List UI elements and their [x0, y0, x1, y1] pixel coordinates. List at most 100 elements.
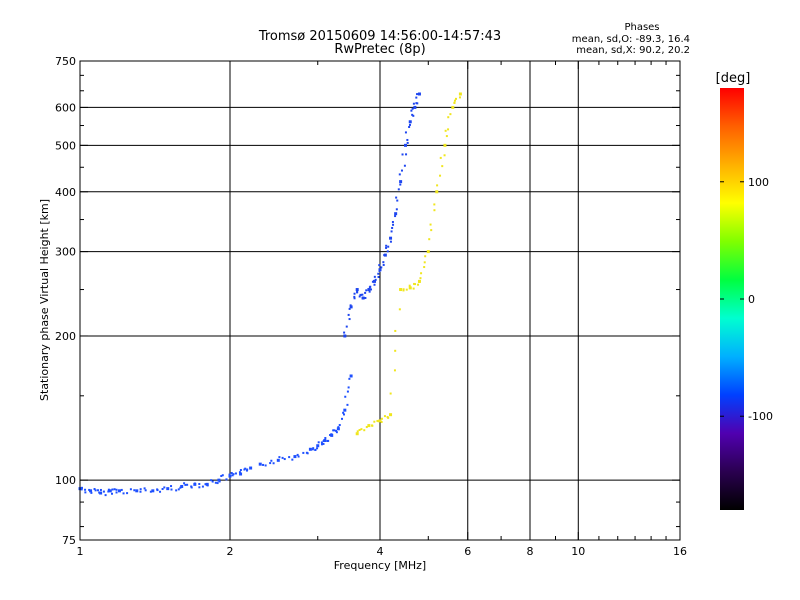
data-point: [308, 447, 312, 451]
axes-layer: 1 2 4 6 8 10 16 75 100 200 300 400 500 600 750: [55, 55, 687, 558]
data-point: [369, 285, 372, 288]
x-tick-label: 2: [227, 545, 234, 558]
data-point: [225, 478, 228, 481]
data-point: [316, 447, 319, 450]
data-point: [186, 483, 189, 486]
data-point: [356, 430, 359, 433]
data-point: [408, 284, 411, 287]
data-point: [288, 456, 291, 459]
data-point: [206, 484, 209, 487]
x-tick-label: 16: [673, 545, 687, 558]
data-point: [373, 275, 376, 278]
data-point: [423, 261, 426, 264]
data-point: [293, 455, 297, 459]
data-point: [342, 413, 345, 416]
data-point: [336, 427, 340, 431]
data-point: [330, 433, 333, 436]
data-point: [120, 488, 123, 491]
data-point: [180, 484, 184, 488]
data-point: [198, 483, 201, 486]
data-point: [333, 429, 336, 432]
data-point: [348, 377, 351, 380]
data-point: [424, 255, 427, 258]
data-point: [369, 288, 372, 291]
data-point: [345, 325, 348, 328]
data-point: [80, 488, 83, 491]
data-point: [353, 292, 356, 295]
legend-line-x: mean, sd,X: 90.2, 20.2: [576, 45, 690, 56]
data-point: [135, 489, 139, 493]
data-point: [378, 264, 381, 267]
data-point: [170, 488, 173, 491]
data-point: [270, 459, 273, 462]
data-point: [403, 143, 407, 147]
y-tick-label: 600: [55, 101, 76, 114]
data-point: [396, 199, 399, 202]
data-point: [365, 289, 368, 292]
data-point: [385, 246, 388, 249]
data-point: [144, 489, 147, 492]
data-point: [419, 277, 422, 280]
data-point: [441, 165, 444, 168]
data-point: [244, 467, 247, 470]
data-point: [411, 113, 414, 116]
data-point: [402, 289, 405, 292]
data-point: [458, 96, 461, 99]
data-point: [393, 369, 396, 372]
data-point: [360, 428, 363, 431]
data-point: [306, 452, 309, 455]
y-tick-label: 750: [55, 55, 76, 68]
data-point: [380, 417, 383, 420]
data-point: [377, 272, 380, 275]
data-point: [170, 485, 173, 488]
data-point: [405, 288, 408, 291]
data-point: [316, 444, 320, 448]
data-point: [365, 426, 368, 429]
data-point: [234, 472, 237, 475]
data-point: [454, 97, 457, 100]
data-point: [449, 113, 452, 116]
data-point: [395, 196, 398, 199]
data-point: [355, 288, 359, 292]
data-point: [391, 226, 394, 229]
colorbar-tick-label: 100: [748, 176, 769, 189]
data-point: [111, 488, 114, 491]
data-point: [417, 92, 421, 96]
data-point: [190, 486, 193, 489]
data-point: [373, 420, 376, 423]
data-point: [163, 486, 166, 489]
chart-title: Tromsø 20150609 14:56:00-14:57:43: [258, 29, 501, 44]
data-point: [343, 334, 347, 338]
data-point: [383, 253, 387, 257]
data-point: [386, 416, 389, 419]
data-point: [347, 386, 350, 389]
data-point: [443, 143, 447, 147]
data-point: [230, 472, 233, 475]
data-point: [133, 489, 136, 492]
data-point: [401, 153, 404, 156]
data-point: [139, 490, 142, 493]
data-point: [104, 494, 107, 497]
data-point: [239, 472, 243, 476]
data-point: [184, 483, 187, 486]
data-point: [409, 121, 412, 124]
x-axis-label: Frequency [MHz]: [334, 559, 426, 572]
data-point: [151, 489, 155, 493]
data-point: [389, 392, 392, 395]
data-point: [342, 411, 345, 414]
data-point: [394, 349, 397, 352]
data-point: [258, 462, 262, 466]
data-point: [391, 220, 394, 223]
data-point: [337, 426, 340, 429]
data-point: [435, 190, 439, 194]
data-point: [115, 488, 118, 491]
data-point: [334, 429, 337, 432]
data-point: [443, 154, 446, 157]
data-point: [99, 491, 103, 495]
data-point: [340, 417, 343, 420]
data-point: [80, 486, 83, 489]
data-point: [447, 128, 450, 131]
data-point: [183, 482, 186, 485]
